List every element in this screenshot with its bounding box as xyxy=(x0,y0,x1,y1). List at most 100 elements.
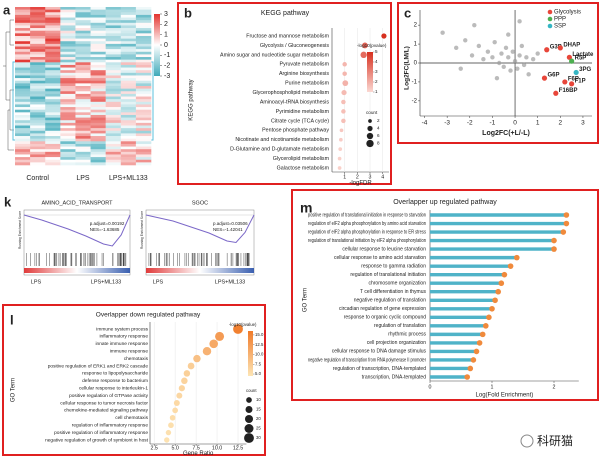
watermark-icon xyxy=(520,434,534,448)
heatmap-cell xyxy=(30,143,46,147)
heatmap-cell xyxy=(15,104,31,108)
heatmap-cell xyxy=(135,72,152,76)
heatmap-cell xyxy=(90,28,106,31)
category-label: defense response to bacterium xyxy=(82,378,148,384)
y-tick-label: 0 xyxy=(414,61,418,67)
category-label: cellular response to DNA damage stimulus xyxy=(332,349,427,355)
heatmap-cell xyxy=(75,46,91,50)
point xyxy=(515,66,520,71)
colorbar xyxy=(248,331,253,376)
heatmap-cell xyxy=(105,83,122,87)
heatmap-cell xyxy=(75,43,91,47)
heatmap-cell xyxy=(45,141,61,145)
point xyxy=(497,60,502,66)
heatmap-cell xyxy=(15,159,31,163)
heatmap-cell xyxy=(135,107,152,110)
category-label: Amino sugar and nucleotide sugar metabol… xyxy=(220,52,330,58)
heatmap-cell xyxy=(120,25,137,29)
dot xyxy=(341,89,347,96)
size-label: 8 xyxy=(377,141,380,146)
size-key xyxy=(366,132,374,140)
point xyxy=(506,32,511,37)
heatmap-cell xyxy=(90,14,106,18)
heatmap-cell xyxy=(90,122,106,126)
category-label: chemotaxis xyxy=(124,356,149,362)
heatmap-cell xyxy=(30,64,46,68)
category-label: regulation of eIF2 alpha phosphorylation… xyxy=(308,229,426,235)
category-label: Nicotinate and nicotinamide metabolism xyxy=(235,137,329,143)
heatmap-cell xyxy=(135,80,152,84)
bar-end xyxy=(473,348,480,355)
heatmap-cell xyxy=(75,114,91,118)
heatmap-cell xyxy=(105,54,122,58)
category-label: innate immune response xyxy=(95,341,148,347)
heatmap-cell xyxy=(75,143,91,147)
heatmap-cell xyxy=(135,114,152,118)
heatmap-cell xyxy=(45,128,61,132)
heatmap-cell xyxy=(60,107,76,110)
heatmap-cell xyxy=(30,70,46,74)
heatmap-cell xyxy=(120,141,137,145)
dot xyxy=(164,437,170,443)
category-label: Glycolysis / Gluconeogenesis xyxy=(260,43,330,49)
heatmap-cell xyxy=(120,64,137,68)
heatmap-cell xyxy=(120,149,137,153)
colorbar-label: 4 xyxy=(375,59,378,64)
heatmap-cell xyxy=(75,75,91,79)
heatmap-cell xyxy=(15,51,31,55)
legend-label: PPP xyxy=(554,17,566,23)
heatmap-cell xyxy=(15,7,31,10)
heatmap-cell xyxy=(105,125,122,129)
heatmap-cell xyxy=(45,101,61,105)
heatmap-cell xyxy=(135,159,152,163)
heatmap-cell xyxy=(105,9,122,13)
heatmap-cell xyxy=(105,30,122,34)
heatmap-cell xyxy=(45,154,61,158)
point xyxy=(510,49,515,54)
legend-marker xyxy=(547,16,553,22)
heatmap-cell xyxy=(15,162,31,166)
heatmap-cell xyxy=(135,101,152,105)
point xyxy=(440,30,445,35)
bar-end xyxy=(483,323,489,329)
heatmap-cell xyxy=(30,101,46,105)
heatmap-cell xyxy=(45,43,61,47)
heatmap-cell xyxy=(60,72,76,76)
heatmap-cell xyxy=(120,75,137,79)
category-label: cell chemotaxis xyxy=(115,415,148,421)
category-label: Citrate cycle (TCA cycle) xyxy=(271,118,329,124)
heatmap-cell xyxy=(90,159,106,163)
heatmap-cell xyxy=(15,107,31,110)
heatmap-cell xyxy=(60,93,76,97)
category-label: cellular response to leucine starvation xyxy=(342,246,426,252)
category-label: regulation of transcription, DNA-templat… xyxy=(333,366,426,372)
group-label: LPS+ML133 xyxy=(91,279,121,285)
category-label: Pentose phosphate pathway xyxy=(262,128,329,134)
y-tick-label: -1 xyxy=(412,80,418,86)
heatmap-cell xyxy=(75,28,91,31)
heatmap-cell xyxy=(45,112,61,116)
annotation: NES=-1.63685 xyxy=(90,227,120,232)
heatmap-cell xyxy=(90,141,106,145)
heatmap-cell xyxy=(135,138,152,142)
heatmap-cell xyxy=(30,159,46,163)
heatmap-cell xyxy=(15,78,31,82)
heatmap-cell xyxy=(135,151,152,155)
bar-end xyxy=(514,254,520,261)
category-label: transcription, DNA-templated xyxy=(362,374,426,380)
heatmap-cell xyxy=(30,67,46,71)
heatmap-cell xyxy=(120,33,137,37)
chart-title: SGOC xyxy=(192,200,208,206)
point xyxy=(526,72,531,77)
point xyxy=(458,66,463,71)
point-label: 3PG xyxy=(579,67,591,73)
heatmap-cell xyxy=(60,130,76,134)
legend-title: count xyxy=(366,110,378,115)
x-tick-label: 0 xyxy=(513,120,517,127)
category-label: immune response xyxy=(110,348,148,354)
heatmap-cell xyxy=(60,12,76,16)
heatmap-cell xyxy=(135,86,152,89)
heatmap-cell xyxy=(105,35,122,39)
point xyxy=(535,51,540,56)
panel-letter: l xyxy=(10,312,14,327)
